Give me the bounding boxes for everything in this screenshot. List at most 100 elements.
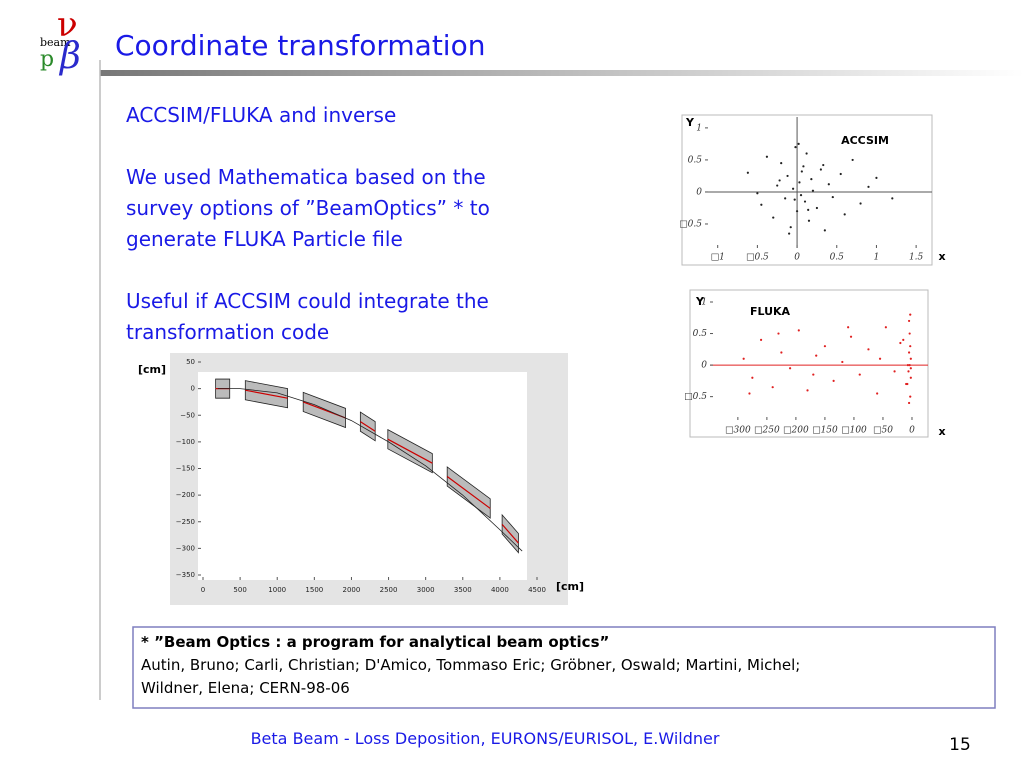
point — [875, 176, 878, 179]
point — [823, 345, 827, 348]
point — [805, 152, 808, 155]
y-tick-label: 0.5 — [693, 329, 708, 339]
x-tick-label: 3500 — [454, 586, 472, 594]
body-line: generate FLUKA Particle file — [126, 227, 403, 251]
beam-line — [217, 388, 523, 552]
y-tick-label: 1 — [696, 123, 702, 133]
plot-area — [198, 372, 527, 580]
point — [778, 179, 781, 182]
y-tick-label: −50 — [180, 411, 195, 419]
x-tick-label: 1 — [874, 253, 880, 263]
point — [859, 202, 862, 205]
point — [792, 187, 795, 190]
point — [909, 345, 912, 348]
logo-beam: beam — [40, 36, 71, 49]
point — [807, 219, 811, 222]
page-number: 15 — [949, 735, 971, 755]
point — [907, 370, 910, 373]
x-tick-label: 0 — [909, 426, 915, 436]
x-tick-label: □300 — [725, 426, 751, 436]
point — [772, 216, 775, 219]
point — [909, 376, 912, 379]
x-tick-label: 4000 — [491, 586, 509, 594]
annotation: ACCSIM — [841, 134, 889, 147]
point — [906, 363, 910, 367]
y-tick-label: 1 — [701, 297, 707, 307]
point — [756, 192, 759, 195]
magnet-axis — [501, 524, 519, 544]
y-tick-label: □0.5 — [684, 392, 707, 402]
x-tick-label: 0.5 — [830, 253, 845, 263]
point — [876, 392, 879, 395]
point — [802, 165, 805, 168]
y-tick-label: −250 — [176, 518, 195, 526]
point — [815, 206, 819, 210]
plot-frame — [681, 114, 933, 266]
footnote-box — [132, 626, 996, 709]
footnote-title: * ”Beam Optics : a program for analytica… — [141, 633, 609, 651]
point — [884, 326, 887, 329]
point — [909, 313, 912, 316]
point — [893, 370, 896, 373]
point — [819, 168, 822, 171]
y-tick-label: □0.5 — [679, 219, 702, 229]
point — [806, 389, 809, 392]
x-tick-label: 4500 — [528, 586, 546, 594]
magnet-axis — [446, 476, 491, 509]
x-tick-label: 1000 — [268, 586, 286, 594]
y-tick-label: −200 — [176, 491, 195, 499]
point — [794, 146, 797, 149]
point — [789, 226, 792, 229]
y-tick-label: 0 — [701, 361, 707, 371]
point — [823, 229, 826, 232]
point — [839, 172, 842, 176]
point — [902, 338, 905, 341]
magnet-axis — [245, 389, 288, 399]
y-tick-label: 0 — [696, 187, 702, 197]
point — [742, 357, 745, 360]
point — [746, 171, 749, 174]
point — [908, 332, 911, 335]
point — [867, 185, 870, 188]
x-tick-label: 3000 — [417, 586, 435, 594]
point — [780, 162, 783, 165]
y-tick-label: 0 — [191, 385, 195, 393]
point — [832, 379, 835, 382]
point — [799, 194, 803, 197]
x-tick-label: □200 — [783, 426, 809, 436]
point — [771, 386, 774, 389]
annotation: FLUKA — [750, 305, 791, 318]
point — [909, 367, 912, 370]
body-line: survey options of ”BeamOptics” * to — [126, 196, 490, 220]
x-tick-label: 1500 — [305, 586, 323, 594]
x-tick-label: 2500 — [380, 586, 398, 594]
magnet-axis — [360, 421, 376, 432]
y-axis-label: Y — [685, 116, 695, 129]
point — [776, 184, 779, 187]
point — [788, 232, 791, 235]
footer: Beta Beam - Loss Deposition, EURONS/EURI… — [251, 729, 720, 748]
point — [847, 326, 850, 329]
body-line: ACCSIM/FLUKA and inverse — [126, 103, 396, 127]
point — [899, 341, 902, 345]
slide-title: Coordinate transformation — [115, 29, 485, 62]
point — [849, 335, 853, 338]
point — [811, 189, 815, 192]
point — [843, 213, 846, 216]
point — [751, 376, 754, 379]
title-rule — [100, 70, 1024, 76]
x-tick-label: □0.5 — [746, 253, 769, 263]
point — [797, 329, 800, 332]
point — [797, 142, 800, 146]
point — [812, 373, 815, 376]
point — [907, 351, 911, 354]
y-tick-label: 50 — [186, 358, 195, 366]
point — [909, 357, 912, 360]
plot-frame — [689, 289, 929, 438]
body-line: We used Mathematica based on the — [126, 165, 486, 189]
logo-beta: β — [58, 36, 81, 77]
logo-nu: ν — [57, 5, 78, 45]
point — [765, 155, 769, 158]
x-axis-label: x — [938, 425, 945, 438]
point — [784, 197, 787, 200]
